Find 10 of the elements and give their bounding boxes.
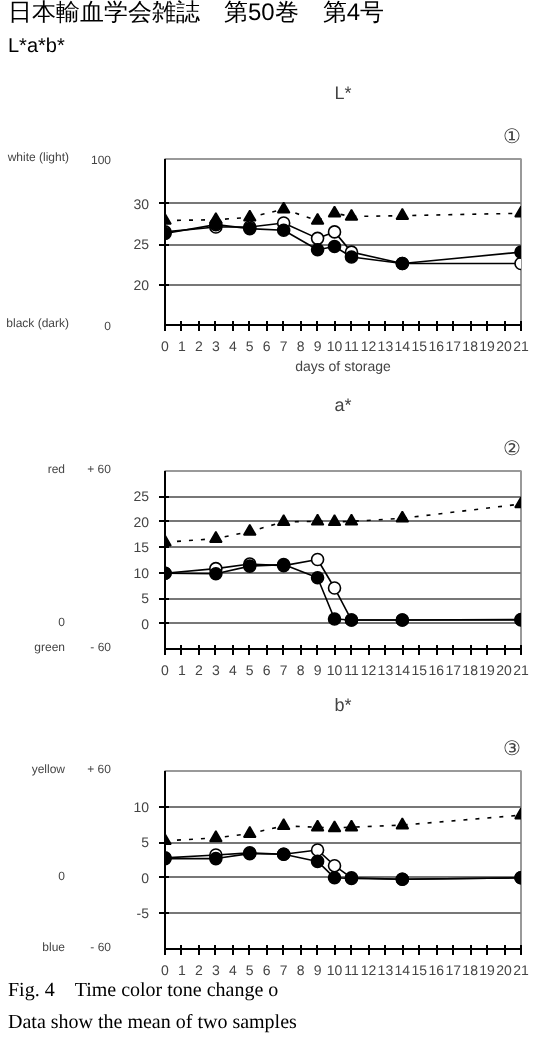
caption: Fig. 4 Time color tone change o <box>8 980 279 1002</box>
text: Data show the mean of two samples <box>8 1012 297 1034</box>
chart-title: a* <box>334 395 353 415</box>
text: L*a*b* <box>8 36 65 58</box>
text: 日本輸血学会雑誌 第50巻 第4号 <box>8 0 385 27</box>
chart-title: b* <box>334 695 353 715</box>
chart-subtitle: ③ <box>503 739 521 761</box>
chart-subtitle: ② <box>503 439 521 461</box>
chart-subtitle: ① <box>503 127 521 149</box>
chart-title: L* <box>334 83 353 103</box>
